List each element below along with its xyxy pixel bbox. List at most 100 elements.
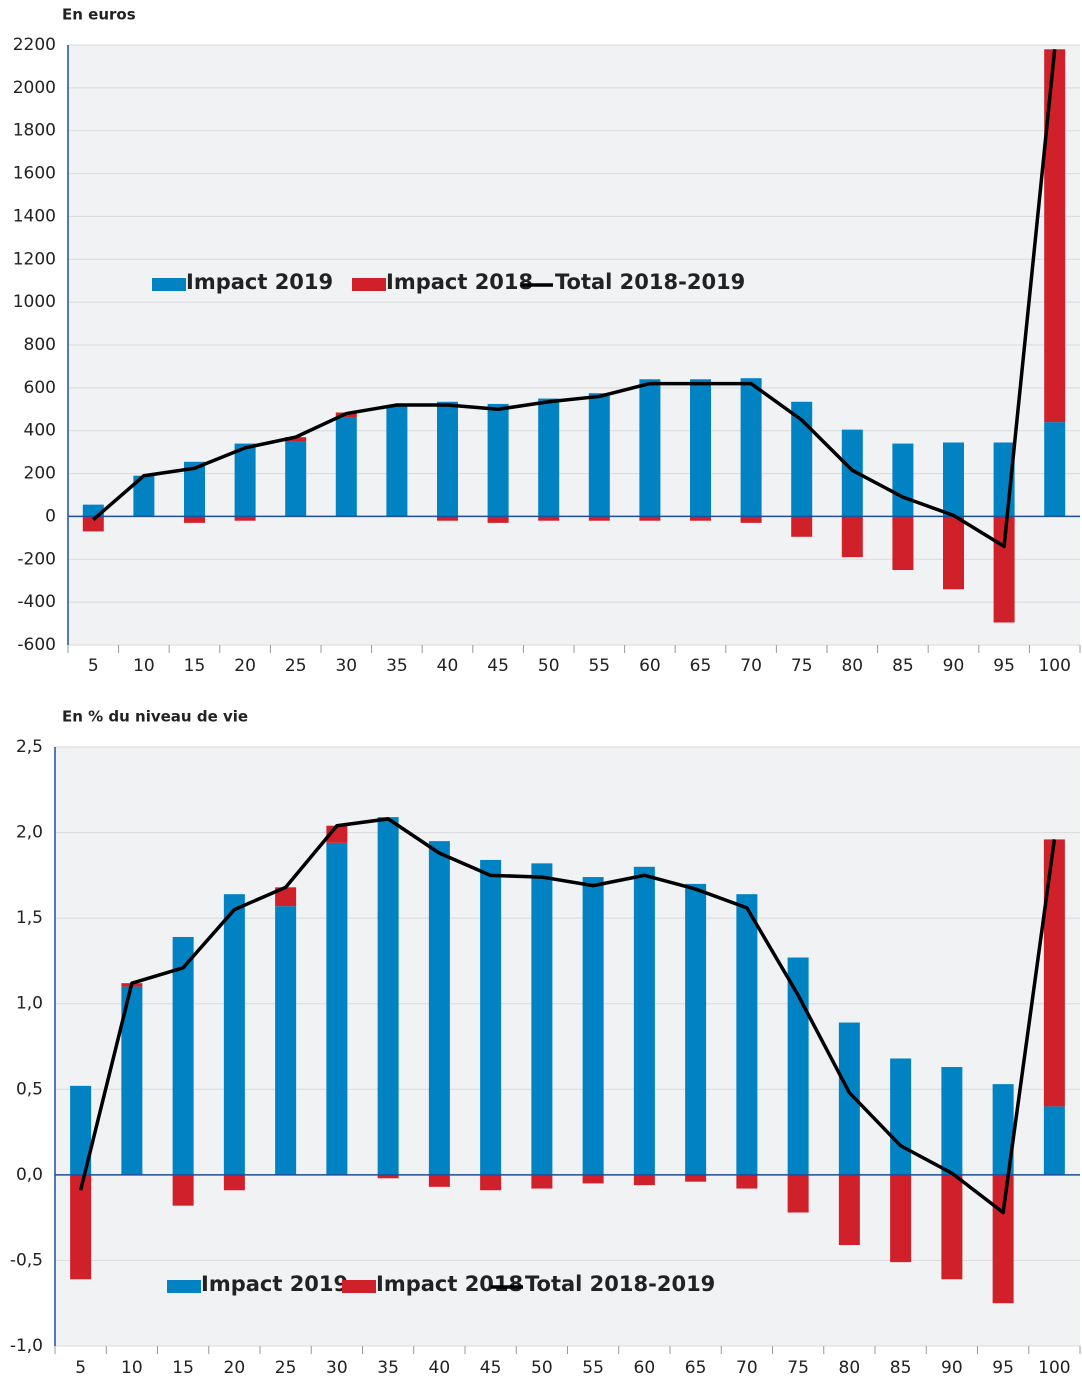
- bar: [531, 1174, 553, 1189]
- bar: [487, 403, 509, 517]
- x-tick-label: 65: [690, 656, 712, 676]
- bar: [70, 1174, 92, 1280]
- y-tick-label: 0,0: [16, 1165, 43, 1185]
- legend-label: Impact 2018: [386, 270, 533, 294]
- y-tick-label: 2000: [13, 78, 56, 98]
- x-tick-label: 25: [285, 656, 307, 676]
- bar: [377, 817, 399, 1175]
- x-tick-label: 85: [890, 1358, 912, 1378]
- bar: [437, 401, 458, 517]
- bar: [639, 516, 661, 521]
- y-tick-label: 1,5: [16, 908, 43, 928]
- bar: [1044, 422, 1066, 517]
- legend-swatch: [342, 1280, 376, 1293]
- y-tick-label: -1,0: [10, 1336, 43, 1356]
- x-tick-label: 40: [429, 1358, 451, 1378]
- chart-title: En % du niveau de vie: [62, 708, 248, 726]
- bar: [690, 379, 711, 517]
- bar: [234, 516, 256, 521]
- bar: [480, 1174, 502, 1191]
- bar: [588, 516, 610, 521]
- x-tick-label: 100: [1038, 656, 1070, 676]
- y-tick-label: 600: [24, 378, 56, 398]
- bar: [70, 1085, 92, 1175]
- bar: [428, 841, 450, 1175]
- bar: [740, 516, 762, 523]
- x-tick-label: 10: [121, 1358, 143, 1378]
- bar: [275, 906, 297, 1175]
- bar: [184, 516, 205, 523]
- bar: [838, 1022, 860, 1175]
- bar: [941, 1067, 963, 1175]
- bar: [633, 1174, 655, 1186]
- bar: [838, 1174, 860, 1246]
- x-tick-label: 95: [993, 656, 1015, 676]
- legend-label: Impact 2019: [186, 270, 333, 294]
- x-tick-label: 70: [740, 656, 762, 676]
- y-tick-label: 1600: [13, 164, 56, 184]
- x-tick-label: 35: [386, 656, 408, 676]
- bar: [172, 936, 194, 1175]
- bar: [223, 1174, 245, 1191]
- legend-label: Impact 2019: [201, 1272, 348, 1296]
- bar: [791, 401, 813, 517]
- bar: [285, 437, 307, 442]
- y-tick-label: 1,0: [16, 994, 43, 1014]
- bar: [582, 1174, 604, 1184]
- bar: [326, 842, 348, 1175]
- legend-label: Total 2018-2019: [525, 1272, 715, 1296]
- x-tick-label: 50: [531, 1358, 553, 1378]
- bar: [941, 1174, 963, 1280]
- legend-label: Impact 2018: [376, 1272, 523, 1296]
- x-tick-label: 70: [736, 1358, 758, 1378]
- x-tick-label: 90: [943, 656, 965, 676]
- y-tick-label: 0: [45, 506, 56, 526]
- bar: [487, 516, 509, 523]
- x-tick-label: 45: [480, 1358, 502, 1378]
- plot-area: [55, 747, 1080, 1346]
- y-tick-label: -400: [17, 592, 56, 612]
- x-tick-label: 20: [224, 1358, 246, 1378]
- x-tick-label: 55: [582, 1358, 604, 1378]
- x-tick-label: 15: [172, 1358, 194, 1378]
- legend-swatch: [167, 1280, 201, 1293]
- legend-swatch: [352, 278, 386, 291]
- bar: [121, 986, 143, 1175]
- x-tick-label: 90: [941, 1358, 963, 1378]
- bar: [82, 504, 104, 517]
- x-tick-label: 55: [588, 656, 610, 676]
- bar: [1044, 49, 1066, 423]
- bar: [639, 379, 661, 517]
- bar: [736, 894, 758, 1175]
- x-tick-label: 35: [377, 1358, 399, 1378]
- bar: [841, 429, 863, 517]
- x-tick-label: 75: [787, 1358, 809, 1378]
- bar: [582, 877, 604, 1175]
- bar: [841, 516, 863, 558]
- x-tick-label: 45: [487, 656, 509, 676]
- x-tick-label: 85: [892, 656, 914, 676]
- bar: [386, 405, 408, 517]
- bar: [480, 859, 502, 1175]
- y-tick-label: 400: [24, 421, 56, 441]
- y-tick-label: 800: [24, 335, 56, 355]
- x-tick-label: 65: [685, 1358, 707, 1378]
- x-tick-label: 100: [1038, 1358, 1070, 1378]
- x-tick-label: 75: [791, 656, 813, 676]
- x-tick-label: 30: [335, 656, 357, 676]
- x-tick-label: 60: [634, 1358, 656, 1378]
- bar: [890, 1058, 912, 1175]
- x-tick-label: 80: [841, 656, 863, 676]
- bar: [285, 441, 307, 517]
- y-tick-label: 1800: [13, 121, 56, 141]
- bar: [588, 393, 610, 517]
- bar: [428, 1174, 450, 1187]
- y-tick-label: 2200: [13, 35, 56, 55]
- bar: [943, 516, 964, 590]
- bar: [943, 442, 964, 517]
- y-tick-label: 200: [24, 464, 56, 484]
- y-tick-label: -0,5: [10, 1250, 43, 1270]
- x-tick-label: 15: [184, 656, 206, 676]
- bar: [685, 883, 707, 1175]
